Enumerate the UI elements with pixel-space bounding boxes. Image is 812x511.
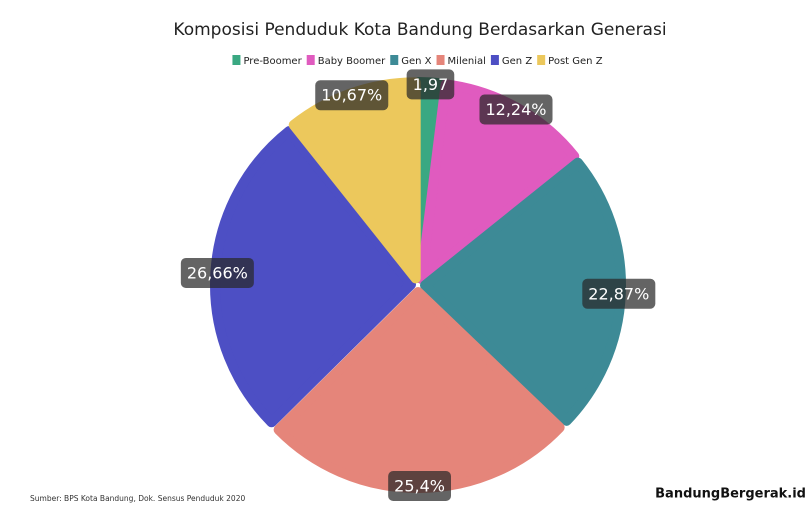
data-label: 26,66% xyxy=(180,257,254,288)
data-label-text: 1,97 xyxy=(413,75,449,94)
data-label-text: 26,66% xyxy=(187,263,248,282)
data-label-text: 12,24% xyxy=(485,100,546,119)
legend-swatch xyxy=(390,55,399,65)
data-label: 22,87% xyxy=(582,278,656,309)
legend-swatch xyxy=(490,55,499,65)
data-label: 10,67% xyxy=(315,80,389,111)
data-label-text: 22,87% xyxy=(588,284,649,303)
legend-label: Gen Z xyxy=(502,56,532,67)
legend: Pre-Boomer Baby Boomer Gen X Milenial Gen Z P… xyxy=(232,55,603,67)
data-label-text: 25,4% xyxy=(394,476,445,495)
legend-swatch xyxy=(436,55,445,65)
data-label: 25,4% xyxy=(388,470,451,501)
legend-label: Milenial xyxy=(448,56,486,67)
data-label-bg xyxy=(479,94,553,125)
legend-swatch xyxy=(306,55,315,65)
legend-swatch xyxy=(232,55,241,65)
data-label-bg xyxy=(388,470,451,501)
legend-swatch xyxy=(537,55,546,65)
legend-label: Baby Boomer xyxy=(318,56,386,67)
data-label-bg xyxy=(582,278,656,309)
logo: BandungBergerak.id xyxy=(655,487,806,502)
legend-label: Gen X xyxy=(401,56,431,67)
chart-title: Komposisi Penduduk Kota Bandung Berdasar… xyxy=(173,20,666,40)
legend-label: Pre-Boomer xyxy=(243,56,302,67)
legend-label: Post Gen Z xyxy=(548,56,603,67)
data-label-bg xyxy=(406,69,455,100)
data-label: 12,24% xyxy=(479,94,553,125)
data-label: 1,97 xyxy=(406,69,455,100)
data-label-bg xyxy=(315,80,389,111)
source: Sumber: BPS Kota Bandung, Dok. Sensus Pe… xyxy=(30,494,245,503)
data-label-bg xyxy=(180,257,254,288)
data-label-text: 10,67% xyxy=(321,86,382,105)
